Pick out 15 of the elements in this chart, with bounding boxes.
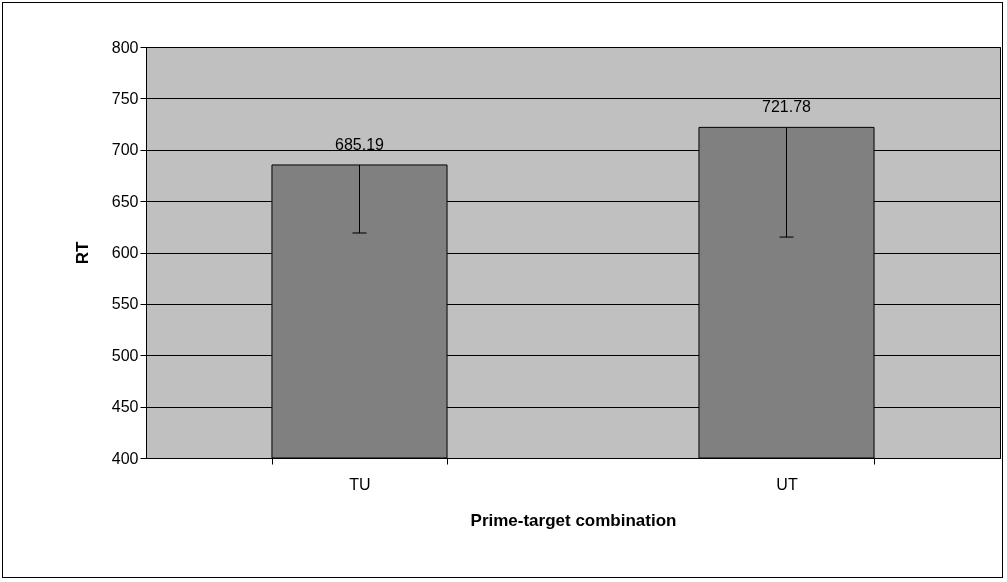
y-tick-label: 650 (111, 192, 139, 210)
x-tick-label: UT (776, 475, 798, 493)
y-axis-title: RT (72, 241, 92, 265)
y-tick-label: 700 (111, 141, 139, 159)
data-label: 685.19 (335, 135, 385, 153)
y-tick-label: 600 (111, 244, 139, 261)
x-tick-label: TU (349, 475, 371, 493)
x-axis-title: Prime-target combination (470, 510, 677, 530)
data-label: 721.78 (762, 98, 812, 116)
y-tick-label: 500 (111, 346, 139, 364)
y-tick-label: 800 (111, 38, 139, 56)
y-tick-label: 550 (111, 295, 139, 313)
y-tick-label: 450 (111, 398, 139, 416)
y-tick-label: 750 (111, 89, 139, 107)
y-tick-label: 400 (111, 449, 139, 467)
